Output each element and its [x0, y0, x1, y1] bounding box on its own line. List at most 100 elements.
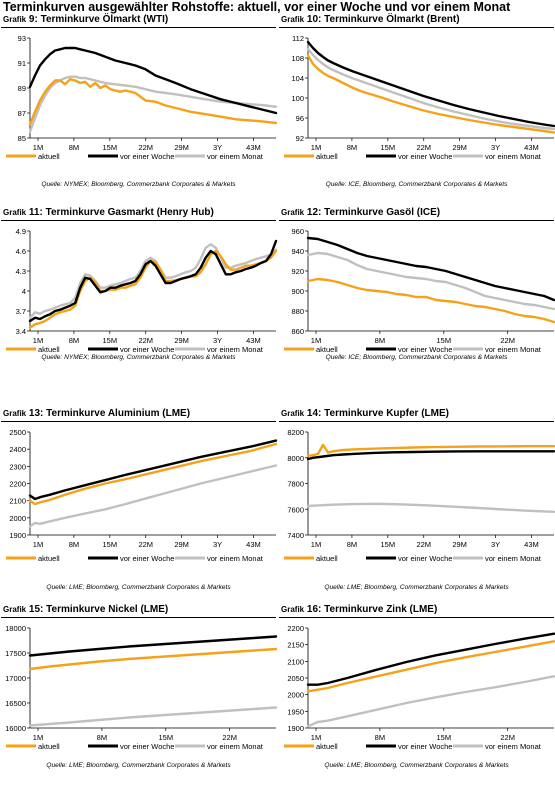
legend-label: aktuell	[38, 742, 60, 751]
y-tick-label: 960	[291, 227, 304, 236]
chart-number: 10	[306, 14, 319, 25]
x-tick-label: 43M	[246, 336, 261, 345]
chart-title-text: Terminkurve Zink (LME)	[324, 604, 438, 615]
x-tick-label: 3Y	[491, 540, 500, 549]
x-tick-label: 22M	[500, 336, 515, 345]
chart-number: 11	[28, 207, 40, 218]
y-tick-label: 8200	[287, 428, 304, 437]
y-tick-label: 3.4	[16, 327, 26, 336]
x-tick-label: 43M	[246, 143, 261, 152]
x-tick-label: 8M	[69, 540, 79, 549]
legend-label: vor einer Woche	[398, 345, 452, 354]
y-tick-label: 17000	[5, 674, 26, 683]
y-tick-label: 96	[296, 114, 304, 123]
y-tick-label: 920	[291, 267, 304, 276]
vor-einer-woche-line	[306, 236, 555, 302]
chart-number: 14	[306, 408, 319, 419]
legend-label: vor einem Monat	[207, 554, 264, 563]
y-tick-label: 4.6	[16, 247, 26, 256]
x-tick-label: 15M	[103, 540, 118, 549]
title-rule	[279, 220, 554, 221]
y-tick-label: 2400	[9, 445, 26, 454]
title-rule	[279, 421, 554, 422]
chart-svg: 92 96 100 104 108 112 1M 8M 15M 22M 29M 3Y 43M aktuel…	[284, 34, 555, 161]
title-rule	[1, 421, 276, 422]
y-tick-label: 91	[18, 59, 26, 68]
chart-title-text: Terminkurve Kupfer (LME)	[324, 408, 449, 419]
y-tick-label: 2100	[9, 497, 26, 506]
aktuell-line	[28, 647, 278, 671]
x-tick-label: 29M	[174, 143, 189, 152]
x-tick-label: 22M	[138, 336, 153, 345]
x-tick-label: 15M	[158, 733, 173, 742]
chart-panel-16: Grafik 16: Terminkurve Zink (LME) 1900 19…	[278, 604, 555, 797]
legend-label: aktuell	[316, 152, 338, 161]
vor-einer-woche-line	[28, 635, 278, 657]
legend-label: vor einer Woche	[120, 742, 174, 751]
aktuell-line	[28, 442, 278, 506]
y-tick-label: 2150	[287, 641, 304, 650]
x-tick-label: 1M	[33, 143, 43, 152]
y-tick-label: 880	[291, 307, 304, 316]
legend-label: vor einer Woche	[398, 152, 452, 161]
title-rule	[279, 27, 554, 28]
chart-label-prefix: Grafik	[3, 208, 27, 217]
x-tick-label: 43M	[524, 143, 539, 152]
vor-einer-woche-line	[306, 40, 555, 128]
y-tick-label: 89	[18, 84, 26, 93]
y-tick-label: 17500	[5, 649, 26, 658]
legend-label: aktuell	[38, 152, 60, 161]
y-tick-label: 2300	[9, 462, 26, 471]
legend-label: vor einer Woche	[120, 345, 174, 354]
y-tick-label: 3.7	[16, 307, 26, 316]
x-tick-label: 43M	[524, 540, 539, 549]
y-tick-label: 940	[291, 247, 304, 256]
y-tick-label: 2500	[9, 428, 26, 437]
legend-label: vor einem Monat	[485, 152, 542, 161]
chart-panel-10: Grafik 10: Terminkurve Ölmarkt (Brent) 9…	[278, 14, 555, 207]
vor-einem-monat-line	[28, 464, 278, 528]
vor-einem-monat-line	[28, 75, 278, 134]
x-tick-label: 29M	[174, 336, 189, 345]
x-tick-label: 1M	[33, 336, 43, 345]
legend-label: vor einem Monat	[485, 554, 542, 563]
chart-source: Quelle: LME; Bloomberg, Commerzbank Corp…	[324, 762, 509, 769]
y-tick-label: 2050	[287, 674, 304, 683]
x-tick-label: 1M	[311, 143, 321, 152]
aktuell-line	[28, 78, 278, 126]
chart-svg: 1900 1950 2000 2050 2100 2150 2200 1M 8M 15M 22M ak…	[284, 624, 555, 751]
legend-label: vor einer Woche	[398, 742, 452, 751]
chart-label-prefix: Grafik	[281, 409, 305, 418]
chart-source: Quelle: LME; Bloomberg, Commerzbank Corp…	[46, 762, 231, 769]
chart-title-text: Terminkurve Aluminium (LME)	[46, 408, 191, 419]
page-title: Terminkurven ausgewählter Rohstoffe: akt…	[3, 0, 511, 14]
chart-title-text: Terminkurve Ölmarkt (WTI)	[40, 14, 169, 25]
chart-label-prefix: Grafik	[281, 15, 305, 24]
x-tick-label: 1M	[33, 540, 43, 549]
x-tick-label: 22M	[222, 733, 237, 742]
x-tick-label: 22M	[416, 540, 431, 549]
x-tick-label: 3Y	[491, 143, 500, 152]
y-tick-label: 7400	[287, 531, 304, 540]
y-tick-label: 2200	[287, 624, 304, 633]
chart-svg: 16000 16500 17000 17500 18000 1M 8M 15M 22M aktue…	[5, 624, 278, 751]
x-tick-label: 3Y	[213, 540, 222, 549]
chart-number: 13	[28, 408, 41, 419]
x-tick-label: 15M	[103, 143, 118, 152]
chart-svg: 1900 2000 2100 2200 2300 2400 2500 1M 8M 15M 22M 29…	[6, 428, 278, 563]
aktuell-line	[306, 54, 555, 134]
x-tick-label: 15M	[381, 540, 396, 549]
y-tick-label: 4	[22, 287, 26, 296]
y-tick-label: 108	[291, 54, 304, 63]
title-rule	[1, 27, 276, 28]
vor-einem-monat-line	[28, 706, 278, 727]
y-tick-label: 92	[296, 134, 304, 143]
chart-source: Quelle: NYMEX; Bloomberg, Commerzbank Co…	[41, 354, 236, 361]
chart-svg: 860 880 900 920 940 960 1M 8M 15M 22M aktuell vor e…	[284, 227, 555, 354]
chart-label-prefix: Grafik	[3, 15, 27, 24]
chart-title-text: Terminkurve Nickel (LME)	[46, 604, 169, 615]
x-tick-label: 22M	[500, 733, 515, 742]
x-tick-label: 1M	[311, 733, 321, 742]
y-tick-label: 100	[291, 94, 304, 103]
chart-panel-11: Grafik 11: Terminkurve Gasmarkt (Henry H…	[0, 207, 278, 400]
